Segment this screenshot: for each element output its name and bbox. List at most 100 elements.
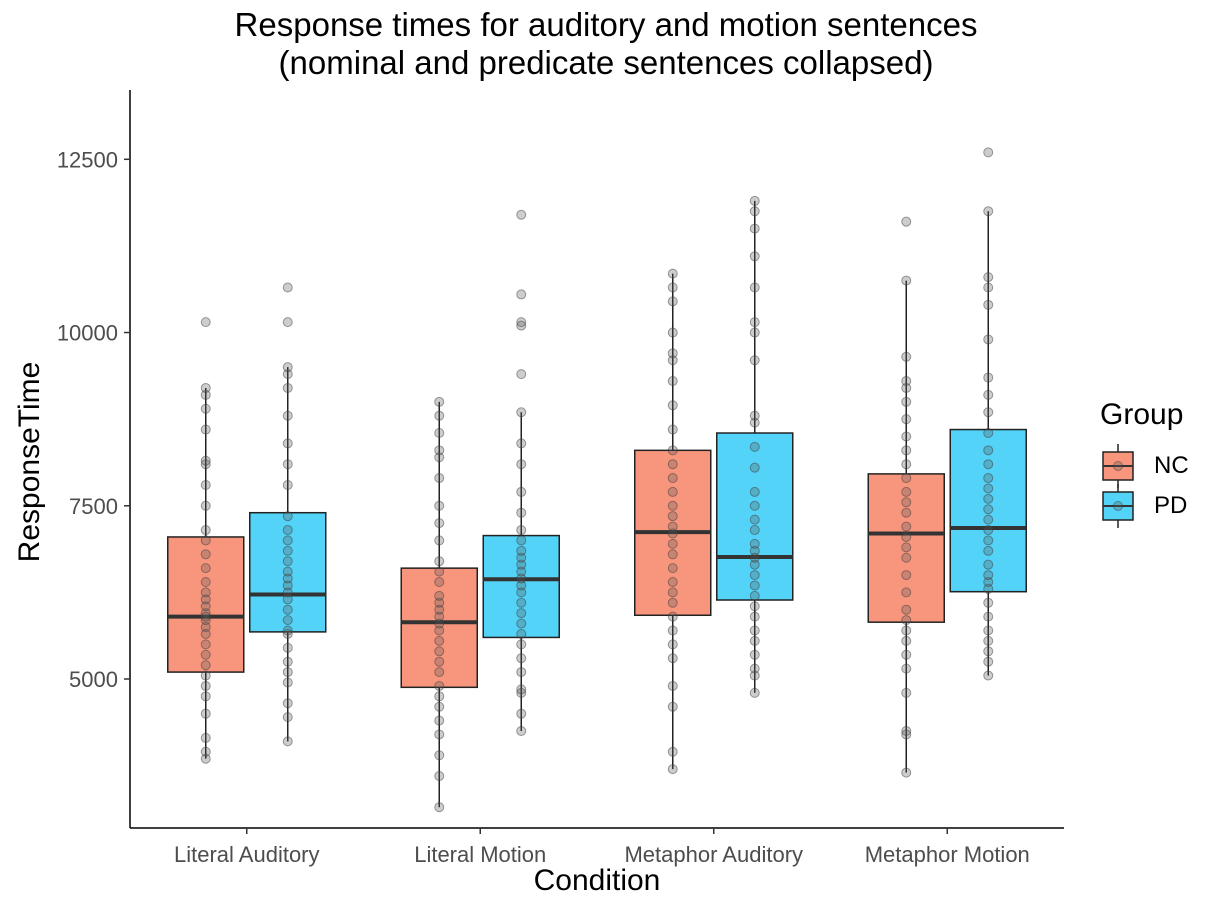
data-point-pd-0 bbox=[282, 459, 293, 470]
data-point-pd-0 bbox=[282, 317, 293, 328]
chart-subtitle: (nominal and predicate sentences collaps… bbox=[278, 44, 934, 81]
data-point-nc-1 bbox=[434, 667, 445, 678]
data-point-nc-1 bbox=[434, 656, 445, 667]
data-point-nc-2 bbox=[667, 639, 678, 650]
data-point-pd-0 bbox=[282, 566, 293, 577]
data-point-pd-1 bbox=[516, 486, 527, 497]
data-point-pd-1 bbox=[516, 628, 527, 639]
data-point-nc-2 bbox=[667, 327, 678, 338]
data-point-pd-0 bbox=[282, 438, 293, 449]
data-point-pd-3 bbox=[983, 646, 994, 657]
data-point-pd-2 bbox=[749, 282, 760, 293]
data-point-pd-2 bbox=[749, 486, 760, 497]
data-point-pd-2 bbox=[749, 195, 760, 206]
data-point-pd-3 bbox=[983, 299, 994, 310]
data-point-pd-3 bbox=[983, 389, 994, 400]
data-point-nc-0 bbox=[200, 660, 211, 671]
data-point-pd-2 bbox=[749, 410, 760, 421]
data-point-nc-1 bbox=[434, 680, 445, 691]
data-point-nc-1 bbox=[434, 701, 445, 712]
data-point-nc-1 bbox=[434, 597, 445, 608]
data-point-pd-3 bbox=[983, 272, 994, 283]
data-point-pd-1 bbox=[516, 608, 527, 619]
data-point-nc-3 bbox=[901, 507, 912, 518]
data-point-nc-0 bbox=[200, 622, 211, 633]
data-point-nc-1 bbox=[434, 410, 445, 421]
y-tick-label: 7500 bbox=[69, 494, 118, 519]
data-point-pd-0 bbox=[282, 642, 293, 653]
data-point-pd-2 bbox=[749, 538, 760, 549]
data-point-pd-0 bbox=[282, 677, 293, 688]
data-point-nc-3 bbox=[901, 604, 912, 615]
data-point-pd-2 bbox=[749, 601, 760, 612]
legend-key-point-nc bbox=[1113, 461, 1123, 471]
data-point-nc-2 bbox=[667, 563, 678, 574]
data-point-nc-1 bbox=[434, 500, 445, 511]
data-point-pd-0 bbox=[282, 628, 293, 639]
data-point-nc-2 bbox=[667, 296, 678, 307]
data-point-pd-3 bbox=[983, 428, 994, 439]
data-point-pd-1 bbox=[516, 507, 527, 518]
data-point-pd-0 bbox=[282, 410, 293, 421]
data-point-nc-3 bbox=[901, 767, 912, 778]
data-point-nc-2 bbox=[667, 473, 678, 484]
data-point-nc-1 bbox=[434, 611, 445, 622]
data-point-nc-0 bbox=[200, 746, 211, 757]
data-point-pd-3 bbox=[983, 504, 994, 515]
data-point-nc-0 bbox=[200, 382, 211, 393]
data-point-pd-2 bbox=[749, 514, 760, 525]
data-point-nc-3 bbox=[901, 635, 912, 646]
data-point-nc-0 bbox=[200, 670, 211, 681]
data-point-nc-0 bbox=[200, 535, 211, 546]
data-point-nc-3 bbox=[901, 473, 912, 484]
data-point-pd-3 bbox=[983, 493, 994, 504]
data-point-pd-3 bbox=[983, 625, 994, 636]
data-point-pd-2 bbox=[749, 670, 760, 681]
data-point-nc-3 bbox=[901, 570, 912, 581]
x-tick-label: Literal Auditory bbox=[174, 842, 320, 867]
data-point-nc-3 bbox=[901, 351, 912, 362]
data-point-nc-1 bbox=[434, 646, 445, 657]
data-point-nc-3 bbox=[901, 587, 912, 598]
data-point-nc-1 bbox=[434, 566, 445, 577]
data-point-pd-1 bbox=[516, 618, 527, 629]
data-point-nc-2 bbox=[667, 459, 678, 470]
data-point-pd-1 bbox=[516, 459, 527, 470]
data-point-nc-3 bbox=[901, 649, 912, 660]
data-point-pd-2 bbox=[749, 649, 760, 660]
data-point-pd-2 bbox=[749, 251, 760, 262]
data-point-pd-1 bbox=[516, 545, 527, 556]
data-point-pd-0 bbox=[282, 736, 293, 747]
data-point-pd-3 bbox=[983, 670, 994, 681]
data-point-pd-1 bbox=[516, 289, 527, 300]
data-point-nc-1 bbox=[434, 428, 445, 439]
data-point-pd-0 bbox=[282, 511, 293, 522]
data-point-pd-0 bbox=[282, 604, 293, 615]
data-point-pd-3 bbox=[983, 535, 994, 546]
data-point-pd-0 bbox=[282, 594, 293, 605]
data-point-pd-1 bbox=[516, 573, 527, 584]
data-point-pd-1 bbox=[516, 438, 527, 449]
data-point-nc-0 bbox=[200, 691, 211, 702]
data-point-pd-3 bbox=[983, 656, 994, 667]
data-point-nc-1 bbox=[434, 625, 445, 636]
data-point-pd-3 bbox=[983, 525, 994, 536]
data-point-pd-3 bbox=[983, 583, 994, 594]
data-point-pd-3 bbox=[983, 206, 994, 217]
data-point-nc-0 bbox=[200, 424, 211, 435]
data-point-pd-2 bbox=[749, 462, 760, 473]
data-point-nc-1 bbox=[434, 771, 445, 782]
data-point-nc-1 bbox=[434, 473, 445, 484]
data-point-nc-0 bbox=[200, 639, 211, 650]
data-point-pd-2 bbox=[749, 206, 760, 217]
data-point-nc-1 bbox=[434, 729, 445, 740]
data-point-pd-3 bbox=[983, 372, 994, 383]
data-point-pd-2 bbox=[749, 580, 760, 591]
data-point-nc-3 bbox=[901, 729, 912, 740]
data-point-pd-1 bbox=[516, 552, 527, 563]
data-point-nc-3 bbox=[901, 625, 912, 636]
data-point-nc-0 bbox=[200, 649, 211, 660]
data-point-pd-1 bbox=[516, 684, 527, 695]
data-point-pd-3 bbox=[983, 545, 994, 556]
data-point-pd-0 bbox=[282, 525, 293, 536]
